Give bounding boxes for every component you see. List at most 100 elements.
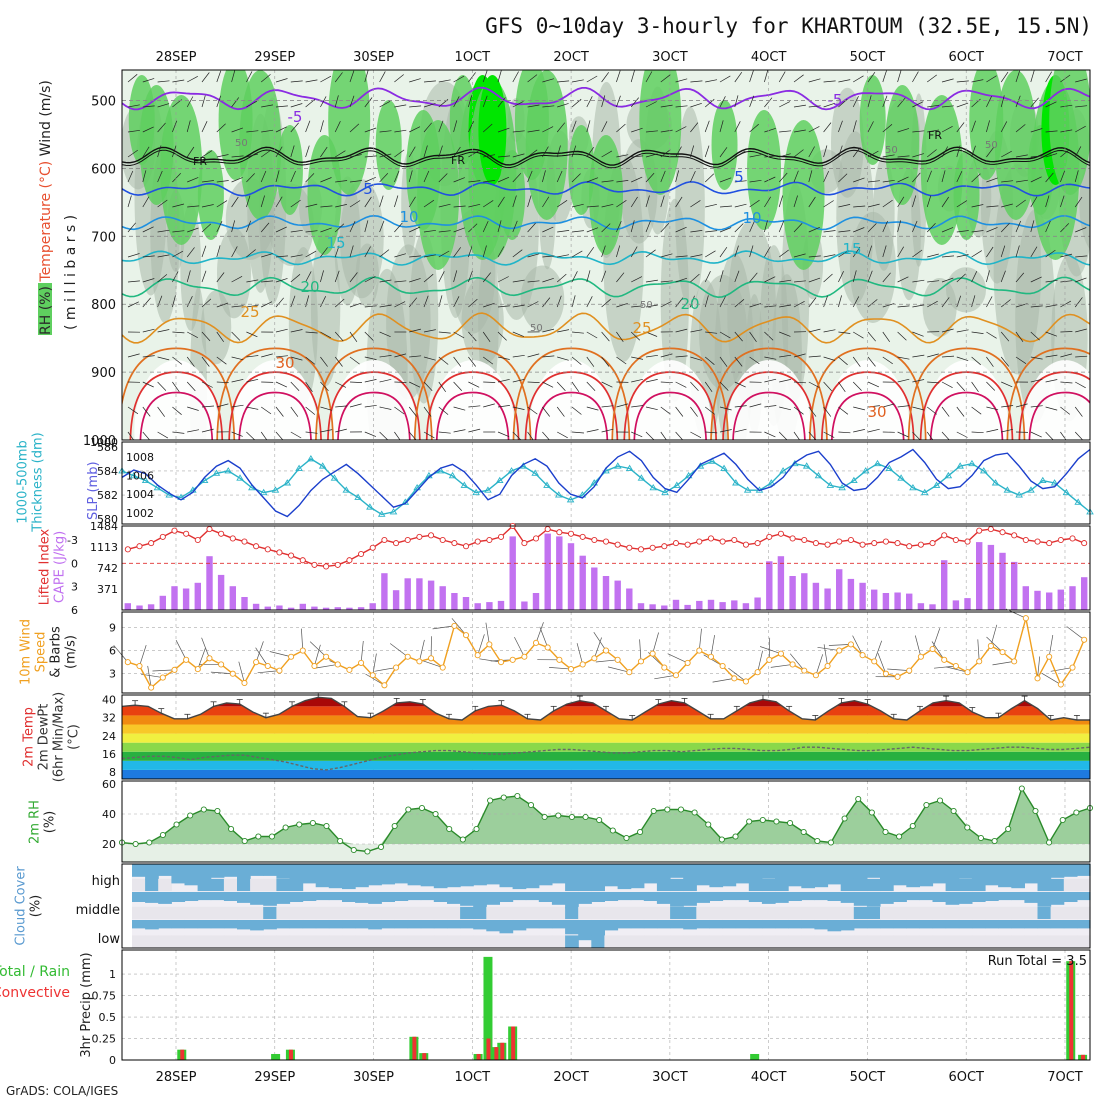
wind-barb xyxy=(877,653,887,674)
wind-barb xyxy=(394,353,407,358)
wind-barb xyxy=(897,378,910,383)
wind-barb xyxy=(364,196,372,208)
wind-barb xyxy=(1060,195,1065,208)
wind-barb xyxy=(201,72,210,83)
cloud-bar xyxy=(289,864,304,882)
surface-contour xyxy=(809,347,927,440)
wind-barb xyxy=(793,149,804,158)
wind-barb xyxy=(1045,304,1058,308)
wind-barb xyxy=(823,230,836,233)
wind-barb xyxy=(394,104,407,108)
wind-speed-line-marker xyxy=(311,662,318,670)
wind-barb xyxy=(349,245,354,258)
temp-tick: 16 xyxy=(102,748,116,761)
wind-barb xyxy=(320,227,332,233)
wind-barb xyxy=(838,79,851,83)
wind-speed-line-marker xyxy=(509,656,516,663)
cloud-bar xyxy=(145,935,159,948)
cape-bar xyxy=(591,567,598,610)
wind-barb xyxy=(453,296,460,308)
wind-barb xyxy=(690,329,703,333)
top-tick-label: 7OCT xyxy=(1047,50,1083,65)
cloud-bar xyxy=(289,935,304,948)
wind-barb xyxy=(719,331,731,339)
rh-line-marker xyxy=(473,825,480,833)
wind-barb xyxy=(941,431,950,440)
rh-gray-region xyxy=(355,243,379,308)
cloud-bar xyxy=(551,920,566,929)
cloud-bar xyxy=(368,920,382,930)
wind-barb xyxy=(1089,357,1090,358)
wind-barb xyxy=(453,331,465,339)
wind-barb xyxy=(933,665,956,669)
contour-label: -5 xyxy=(828,91,843,109)
wind-barb xyxy=(127,74,138,83)
wind-barb xyxy=(941,381,953,389)
wind-barb xyxy=(1000,71,1009,83)
cloud-bar xyxy=(486,864,500,885)
contour-freezing xyxy=(122,146,1090,166)
cloud-bar xyxy=(302,920,317,929)
wind-barb xyxy=(1075,255,1088,258)
wind-barb xyxy=(1060,331,1073,333)
rh-contour-label: 50 xyxy=(235,138,248,149)
wind-barb xyxy=(142,196,150,208)
rh-line-marker xyxy=(637,828,644,836)
wind-barb xyxy=(261,301,273,308)
precip-tick: 0.5 xyxy=(99,1011,117,1024)
rh-tick: 40 xyxy=(102,808,116,821)
lifted-index-line-marker xyxy=(264,546,271,553)
cloud-bar xyxy=(538,906,553,920)
wind-barb xyxy=(912,279,925,283)
wind-barb xyxy=(290,254,303,258)
cloud-bar xyxy=(617,935,632,948)
wind-barb xyxy=(556,406,565,417)
top-tick-label: 28SEP xyxy=(156,50,197,65)
wind-barb xyxy=(897,97,906,108)
wind-barb xyxy=(246,378,259,383)
wind-barb xyxy=(334,95,339,108)
wind-barb xyxy=(186,296,193,308)
wind-speed-line-marker xyxy=(323,653,330,660)
wind-barb xyxy=(631,305,644,308)
wind-barb xyxy=(779,304,792,308)
wind-barb xyxy=(246,130,259,133)
wind-barb xyxy=(201,180,214,183)
cape-bar xyxy=(987,544,995,610)
wind-barb xyxy=(1089,432,1090,433)
cape-bar xyxy=(264,606,271,610)
lifted-index-line-marker xyxy=(941,532,948,539)
cloud-bar xyxy=(381,920,395,929)
wind-barb xyxy=(616,200,627,208)
cloud-bar xyxy=(670,920,684,929)
cloud-bar xyxy=(499,864,514,888)
cloud-bar xyxy=(866,920,881,929)
wind-barb xyxy=(897,331,907,341)
wind-barb xyxy=(157,145,162,158)
wind-barb xyxy=(394,170,400,183)
wind-barb xyxy=(1041,672,1062,685)
wind-barb xyxy=(542,255,555,258)
contour-label: 15 xyxy=(842,240,861,258)
cape-bar xyxy=(322,607,330,610)
wind-barb xyxy=(482,245,487,258)
wind-barb xyxy=(423,170,430,183)
wind-barb xyxy=(231,356,244,361)
cloud-bar xyxy=(814,935,829,948)
cape-bar xyxy=(952,600,960,610)
wind-speed-line-marker xyxy=(929,645,936,653)
wind-barb xyxy=(349,381,363,383)
wind-barb xyxy=(246,100,258,108)
cape-bar xyxy=(906,593,913,610)
cloud-bar xyxy=(355,906,369,920)
wind-barb xyxy=(710,635,715,657)
wind-barb xyxy=(926,223,936,233)
wind-barb xyxy=(808,381,820,388)
wind-barb xyxy=(601,428,614,433)
wind-barb xyxy=(201,637,210,659)
wind-barb xyxy=(305,381,313,393)
wind-barb xyxy=(423,103,436,108)
lifted-index-line-marker xyxy=(906,543,913,550)
wind-barb xyxy=(335,405,348,408)
cloud-bar xyxy=(460,906,474,920)
